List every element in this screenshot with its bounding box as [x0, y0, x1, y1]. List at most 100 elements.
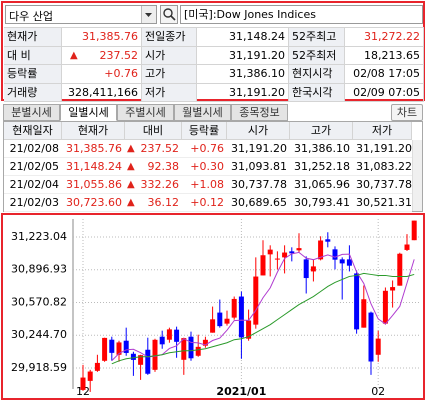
tab-bar: 분별시세 일별시세 주별시세 월별시세 종목정보 차트	[3, 104, 423, 121]
symbol: 다우 산업	[9, 10, 53, 23]
candle-body	[274, 258, 280, 260]
tab[interactable]: 일별시세	[60, 104, 117, 121]
table-cell: 21/02/03	[4, 194, 62, 212]
quote-value: 31,191.20	[197, 46, 289, 65]
table-cell: 36.12 ▲	[125, 194, 182, 212]
candle-body	[390, 287, 396, 291]
quote-value: 31,148.24	[197, 28, 289, 47]
candle-body	[339, 259, 345, 264]
candle-body	[174, 329, 180, 342]
column-header: 대비	[125, 122, 182, 140]
candle-body	[138, 355, 144, 365]
table-cell: 31,093.81	[227, 158, 290, 176]
quote-grid: 현재가 31,385.76 전일종가 31,148.24 52주최고 31,272.22 대…	[4, 27, 424, 102]
candle-body	[109, 339, 115, 353]
quote-label: 저가	[142, 83, 197, 102]
table-cell: 31,385.76	[62, 140, 125, 158]
candle-chart: 29,918.59 30,244.70 30,570.82 30,896.93 31,2…	[11, 219, 421, 398]
table-cell: +0.30	[182, 158, 227, 176]
quote-label: 거래량	[4, 83, 62, 102]
scrollbar[interactable]	[412, 140, 422, 211]
table-cell: 31,065.96	[290, 176, 353, 194]
candle-body	[145, 349, 151, 374]
moving-average-line	[111, 272, 415, 365]
quote-label: 전일종가	[142, 28, 197, 47]
dropdown-button[interactable]	[141, 6, 156, 23]
search-icon	[163, 8, 176, 21]
candle-body	[152, 339, 158, 370]
table-cell: +0.12	[182, 194, 227, 212]
candle-body	[188, 336, 194, 359]
tab[interactable]: 종목정보	[231, 104, 288, 121]
y-tick-label: 29,918.59	[11, 361, 67, 374]
quote-label: 대 비	[4, 46, 62, 65]
x-tick-label: 12	[76, 385, 90, 398]
y-tick-label: 30,896.93	[11, 263, 67, 276]
candle-body	[253, 276, 259, 325]
candle-body	[375, 338, 381, 355]
candle-body	[282, 252, 288, 258]
x-tick-label: 02	[371, 385, 385, 398]
candle-body	[210, 319, 216, 333]
tab[interactable]: 주별시세	[117, 104, 174, 121]
table-cell: 237.52 ▲	[125, 140, 182, 158]
candle-body	[325, 239, 331, 242]
candle-body	[246, 320, 252, 339]
table-cell: 21/02/05	[4, 158, 62, 176]
candle-body	[87, 371, 93, 381]
candle-body	[354, 273, 360, 330]
candle-body	[130, 353, 136, 360]
tab[interactable]: 분별시세	[3, 104, 60, 121]
table-cell: 31,055.86	[62, 176, 125, 194]
candle-body	[382, 290, 388, 324]
candle-body	[102, 337, 108, 361]
x-tick-label: 2021/01	[216, 385, 266, 398]
index-name-field[interactable]: [미국]:Dow Jones Indices	[180, 5, 423, 24]
candle-body	[94, 362, 100, 371]
table-cell: 30,689.65	[227, 194, 290, 212]
table-cell: 30,723.60	[62, 194, 125, 212]
up-arrow: ▲	[127, 161, 135, 172]
quote-value: 31,191.20	[197, 83, 289, 102]
search-button[interactable]	[160, 5, 178, 24]
candle-body	[202, 339, 208, 346]
daily-table: 현재일자 현재가 대비 등락률 시가 고가 저가 21/02/08 31,385.76 237.5…	[3, 121, 423, 212]
quote-label: 52주최저	[289, 46, 345, 65]
candle-body	[166, 329, 172, 340]
quote-value: 31,385.76	[62, 28, 142, 47]
tab[interactable]: 월별시세	[174, 104, 231, 121]
index-name: [미국]:Dow Jones Indices	[184, 8, 316, 21]
y-tick-label: 30,244.70	[11, 328, 67, 341]
candle-body	[80, 377, 86, 390]
table-cell: 30,737.78	[353, 176, 412, 194]
chart-panel: 29,918.59 30,244.70 30,570.82 30,896.93 31,2…	[1, 213, 425, 400]
candle-body	[116, 342, 122, 355]
candle-body	[296, 248, 302, 251]
quote-value: 328,411,166	[62, 83, 142, 102]
chart-button[interactable]: 차트	[391, 104, 423, 121]
quote-label: 고가	[142, 65, 197, 84]
y-tick-label: 30,570.82	[11, 295, 67, 308]
quote-label: 현재가	[4, 28, 62, 47]
quote-label: 시가	[142, 46, 197, 65]
symbol-combo[interactable]: 다우 산업	[5, 5, 157, 24]
table-cell: 21/02/04	[4, 176, 62, 194]
column-header: 현재일자	[4, 122, 62, 140]
candle-body	[217, 312, 223, 327]
table-cell: 31,191.20	[227, 140, 290, 158]
table-cell: 31,252.18	[290, 158, 353, 176]
quote-label: 한국시각	[289, 83, 345, 102]
table-cell: +1.08	[182, 176, 227, 194]
table-cell: +0.76	[182, 140, 227, 158]
candle-body	[231, 298, 237, 318]
candle-body	[238, 296, 244, 338]
y-tick-label: 31,223.04	[11, 230, 67, 243]
candle-body	[361, 299, 367, 328]
table-cell: 31,083.22	[353, 158, 412, 176]
quote-panel: 다우 산업 [미국]:Dow Jones Indices 현재가 31,385.7…	[1, 1, 425, 102]
table-cell: 92.38 ▲	[125, 158, 182, 176]
candle-body	[267, 249, 273, 255]
column-header: 고가	[290, 122, 353, 140]
quote-value: 02/08 17:05	[345, 65, 424, 84]
